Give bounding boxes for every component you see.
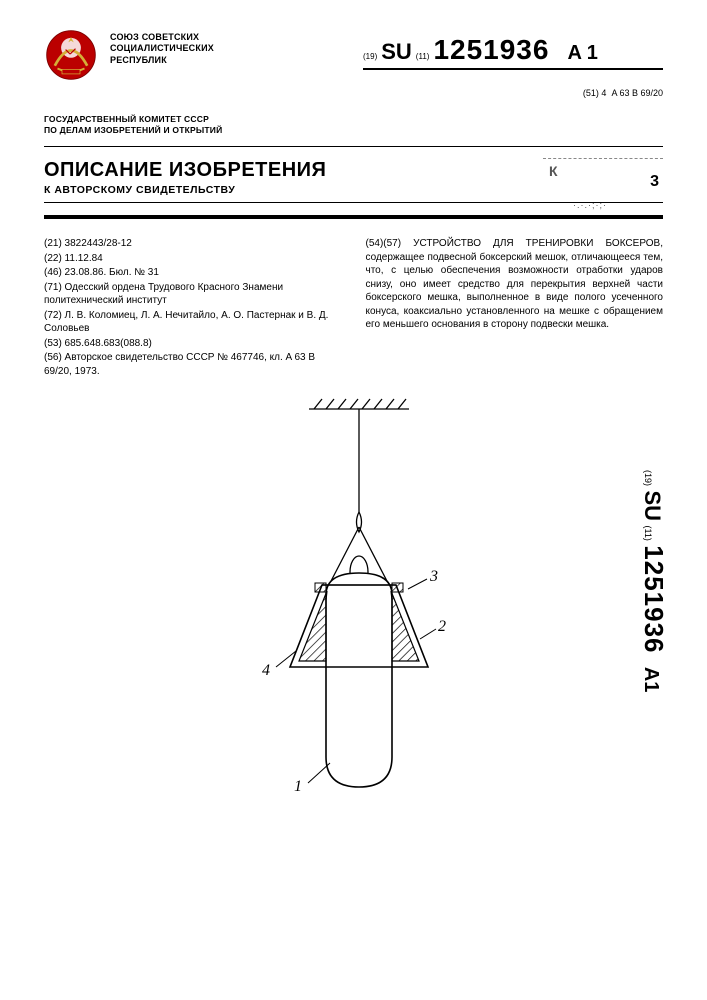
kind-code: A 1: [567, 42, 597, 65]
fig-label-3: 3: [429, 568, 438, 585]
field-22: (22) 11.12.84: [44, 252, 342, 266]
field-56: (56) Авторское свидетельство СССР № 4677…: [44, 351, 342, 378]
state-emblem: [44, 28, 98, 82]
side-country: SU: [640, 490, 665, 521]
doc-number: 1251936: [433, 34, 549, 66]
country-code: SU: [381, 39, 412, 65]
biblio-columns: (21) 3822443/28-12 (22) 11.12.84 (46) 23…: [44, 237, 663, 379]
field-72: (72) Л. В. Коломиец, Л. А. Нечитайло, А.…: [44, 309, 342, 336]
fig-label-1: 1: [294, 778, 302, 795]
stamp-k: К: [549, 163, 558, 179]
publication-number: (19) SU (11) 1251936 A 1: [363, 28, 663, 70]
union-name: СОЮЗ СОВЕТСКИХ СОЦИАЛИСТИЧЕСКИХ РЕСПУБЛИ…: [110, 28, 214, 66]
fig-label-4: 4: [262, 662, 270, 679]
ipc-prefix: (51) 4: [583, 88, 607, 98]
side-code-11: (11): [643, 525, 653, 540]
side-kind: A1: [640, 667, 662, 693]
code-19: (19): [363, 52, 377, 61]
left-column: (21) 3822443/28-12 (22) 11.12.84 (46) 23…: [44, 237, 342, 379]
stamp-dots: ·.·.·;·;·: [573, 200, 607, 210]
thick-rule: [44, 215, 663, 219]
state-committee: ГОСУДАРСТВЕННЫЙ КОМИТЕТ СССР ПО ДЕЛАМ ИЗ…: [44, 114, 663, 136]
thin-rule-top: [44, 146, 663, 147]
ipc-classification: (51) 4 A 63 B 69/20: [44, 88, 663, 98]
code-11: (11): [416, 52, 430, 61]
stamp-area: К 3 ·.·.·;·;·: [543, 158, 663, 212]
ipc-code: A 63 B 69/20: [611, 88, 663, 98]
stamp-number: 3: [650, 173, 659, 191]
side-publication-number: (19) SU (11) 1251936 A1: [669, 470, 699, 900]
committee-line1: ГОСУДАРСТВЕННЫЙ КОМИТЕТ СССР: [44, 114, 663, 125]
field-53: (53) 685.648.683(088.8): [44, 337, 342, 351]
field-71: (71) Одесский ордена Трудового Красного …: [44, 281, 342, 308]
figure: 3 2 4 1: [44, 387, 663, 807]
fig-label-2: 2: [438, 618, 446, 635]
side-code-19: (19): [643, 470, 653, 486]
committee-line2: ПО ДЕЛАМ ИЗОБРЕТЕНИЙ И ОТКРЫТИЙ: [44, 125, 663, 136]
union-line3: РЕСПУБЛИК: [110, 55, 214, 66]
union-line1: СОЮЗ СОВЕТСКИХ: [110, 32, 214, 43]
right-column: (54)(57) УСТРОЙСТВО ДЛЯ ТРЕНИРОВКИ БОКСЕ…: [366, 237, 664, 379]
field-46: (46) 23.08.86. Бюл. № 31: [44, 266, 342, 280]
side-number: 1251936: [639, 545, 669, 653]
field-21: (21) 3822443/28-12: [44, 237, 342, 251]
union-line2: СОЦИАЛИСТИЧЕСКИХ: [110, 43, 214, 54]
abstract-text: (54)(57) УСТРОЙСТВО ДЛЯ ТРЕНИРОВКИ БОКСЕ…: [366, 237, 664, 332]
